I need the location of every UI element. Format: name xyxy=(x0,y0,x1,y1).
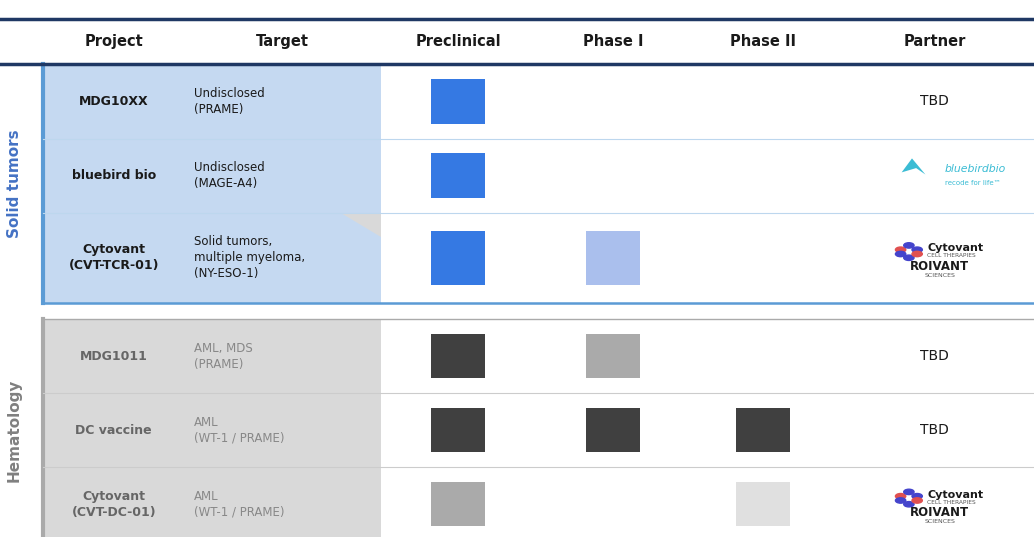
Text: Cytovant
(CVT-DC-01): Cytovant (CVT-DC-01) xyxy=(71,490,156,519)
Text: Cytovant: Cytovant xyxy=(927,243,983,253)
Text: DC vaccine: DC vaccine xyxy=(75,424,152,437)
Bar xyxy=(43,139,381,213)
Bar xyxy=(431,408,485,452)
Bar xyxy=(381,319,1034,393)
Bar xyxy=(381,64,1034,139)
Polygon shape xyxy=(341,213,381,237)
Text: MDG10XX: MDG10XX xyxy=(79,95,149,108)
Bar xyxy=(381,213,1034,303)
Circle shape xyxy=(895,494,906,499)
Text: TBD: TBD xyxy=(920,95,949,108)
Bar xyxy=(381,467,1034,537)
Text: CELL THERAPIES: CELL THERAPIES xyxy=(927,499,976,505)
Text: TBD: TBD xyxy=(920,349,949,363)
Bar xyxy=(586,334,640,378)
Circle shape xyxy=(904,489,914,495)
Text: Undisclosed
(PRAME): Undisclosed (PRAME) xyxy=(194,87,265,116)
Text: Hematology: Hematology xyxy=(7,379,22,482)
Circle shape xyxy=(895,498,906,503)
Bar xyxy=(43,319,381,393)
Text: AML
(WT-1 / PRAME): AML (WT-1 / PRAME) xyxy=(194,416,285,445)
Circle shape xyxy=(912,494,922,499)
Text: MDG1011: MDG1011 xyxy=(80,350,148,362)
Bar xyxy=(736,482,790,526)
Text: Cytovant: Cytovant xyxy=(927,490,983,499)
Text: Preclinical: Preclinical xyxy=(416,34,500,49)
Circle shape xyxy=(904,255,914,260)
Circle shape xyxy=(895,247,906,252)
Text: AML, MDS
(PRAME): AML, MDS (PRAME) xyxy=(194,342,253,371)
Text: Phase II: Phase II xyxy=(730,34,796,49)
Text: ROIVANT: ROIVANT xyxy=(910,260,970,273)
Text: recode for life™: recode for life™ xyxy=(945,180,1001,186)
Text: SCIENCES: SCIENCES xyxy=(924,273,955,278)
Bar xyxy=(431,79,485,124)
Bar xyxy=(431,482,485,526)
Text: AML
(WT-1 / PRAME): AML (WT-1 / PRAME) xyxy=(194,490,285,519)
Bar xyxy=(586,408,640,452)
Bar xyxy=(586,231,640,285)
Circle shape xyxy=(904,243,914,248)
Text: Cytovant
(CVT-TCR-01): Cytovant (CVT-TCR-01) xyxy=(68,243,159,272)
Text: SCIENCES: SCIENCES xyxy=(924,519,955,525)
Bar xyxy=(43,467,381,537)
Text: bluebirdbio: bluebirdbio xyxy=(945,164,1006,174)
Circle shape xyxy=(912,251,922,257)
Text: Phase I: Phase I xyxy=(583,34,643,49)
Circle shape xyxy=(904,502,914,507)
Text: ROIVANT: ROIVANT xyxy=(910,506,970,519)
Text: Project: Project xyxy=(85,34,143,49)
Circle shape xyxy=(895,251,906,257)
Bar xyxy=(43,213,381,303)
Text: CELL THERAPIES: CELL THERAPIES xyxy=(927,253,976,258)
Text: Target: Target xyxy=(255,34,309,49)
Text: TBD: TBD xyxy=(920,423,949,437)
Text: Solid tumors: Solid tumors xyxy=(7,129,22,238)
Bar xyxy=(43,393,381,467)
Circle shape xyxy=(912,498,922,503)
Circle shape xyxy=(912,247,922,252)
Bar xyxy=(736,408,790,452)
Bar xyxy=(431,231,485,285)
Text: Undisclosed
(MAGE-A4): Undisclosed (MAGE-A4) xyxy=(194,161,265,190)
Bar xyxy=(43,64,381,139)
Text: Partner: Partner xyxy=(904,34,966,49)
Bar xyxy=(431,334,485,378)
Bar xyxy=(381,393,1034,467)
Polygon shape xyxy=(902,158,925,175)
Bar xyxy=(381,139,1034,213)
Text: bluebird bio: bluebird bio xyxy=(71,169,156,182)
Text: Solid tumors,
multiple myeloma,
(NY-ESO-1): Solid tumors, multiple myeloma, (NY-ESO-… xyxy=(194,235,305,280)
Bar xyxy=(431,154,485,198)
